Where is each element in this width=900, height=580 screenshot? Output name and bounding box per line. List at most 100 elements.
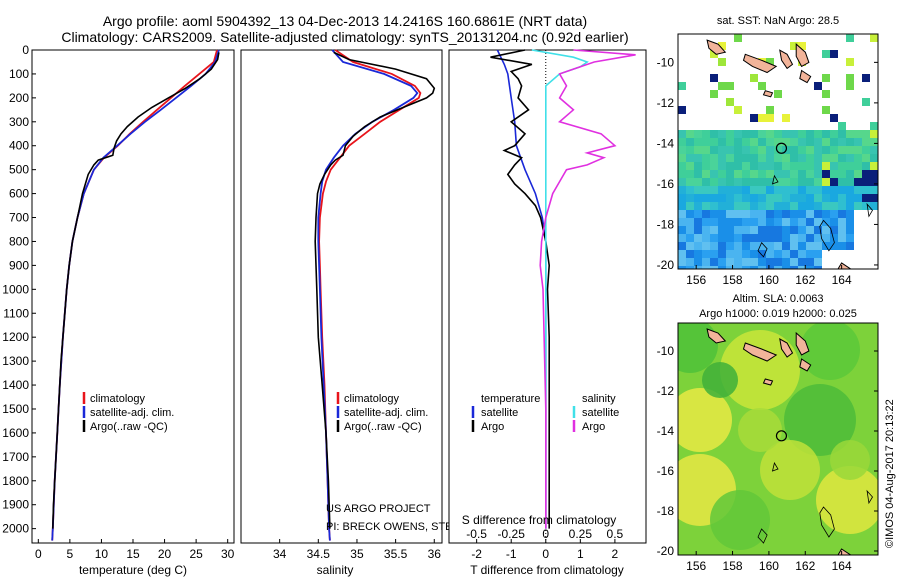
sst-cell	[766, 138, 774, 146]
sst-cell	[758, 266, 766, 269]
sst-cell	[838, 234, 846, 242]
sst-cell	[702, 146, 710, 154]
sst-cell	[774, 202, 782, 210]
legend-label-satellite: satellite-adj. clim.	[90, 407, 174, 419]
sst-cell	[782, 210, 790, 218]
sst-cell	[790, 266, 798, 269]
sst-cell	[726, 242, 734, 250]
sst-cell	[686, 258, 694, 266]
sst-cell	[734, 218, 742, 226]
sst-cell	[814, 178, 822, 186]
temperature-axes-frame	[31, 49, 235, 544]
sst-cell	[734, 34, 742, 42]
sla-map-frame	[677, 322, 879, 556]
sst-cell	[822, 202, 830, 210]
legend-label-s-satellite: satellite	[582, 407, 619, 419]
temperature-tick-label: 0	[35, 547, 42, 561]
sst-cell	[806, 226, 814, 234]
sst-cell	[766, 226, 774, 234]
sst-cell	[838, 162, 846, 170]
sst-cell	[694, 194, 702, 202]
sla-map-title-1: Altim. SLA: 0.0063	[732, 293, 823, 305]
sst-cell	[694, 250, 702, 258]
sst-cell	[798, 250, 806, 258]
sst-cell	[758, 154, 766, 162]
sst-cell	[766, 194, 774, 202]
sst-cell	[838, 202, 846, 210]
sst-cell	[694, 266, 702, 269]
temperature-tick-labels: 0 5 10 15 20 25 30	[35, 539, 235, 561]
sst-cell	[774, 250, 782, 258]
sst-cell	[702, 258, 710, 266]
sst-cell	[710, 242, 718, 250]
depth-tick-label: 0	[22, 43, 29, 57]
sst-cell	[758, 234, 766, 242]
lat-tick-label: -12	[657, 96, 675, 110]
sst-cell	[798, 42, 806, 50]
sst-cell	[806, 218, 814, 226]
sst-cell	[790, 162, 798, 170]
sst-map-frame	[677, 33, 879, 270]
sst-cell	[798, 218, 806, 226]
sst-cell	[830, 202, 838, 210]
sst-cell	[798, 226, 806, 234]
sst-cell	[758, 250, 766, 258]
sst-cell	[742, 130, 750, 138]
t-difference-tick-label: 2	[612, 547, 619, 561]
sst-cell	[702, 218, 710, 226]
sst-cell	[702, 162, 710, 170]
sst-cell	[806, 210, 814, 218]
sst-cell	[790, 202, 798, 210]
depth-tick-label: 500	[9, 163, 29, 177]
sst-cell	[718, 162, 726, 170]
sst-cell	[798, 202, 806, 210]
sst-cell	[710, 186, 718, 194]
sst-cell	[774, 258, 782, 266]
sst-cell	[694, 138, 702, 146]
sst-cell	[750, 186, 758, 194]
sst-cell	[726, 194, 734, 202]
sst-cell	[758, 218, 766, 226]
sst-cell	[766, 130, 774, 138]
sst-cell	[774, 90, 782, 98]
sst-cell	[790, 178, 798, 186]
sst-cell	[750, 162, 758, 170]
sst-cell	[734, 186, 742, 194]
sst-cell	[774, 226, 782, 234]
sst-cell	[766, 250, 774, 258]
sst-cell	[718, 130, 726, 138]
sst-cell	[790, 234, 798, 242]
lat-tick-label: -10	[657, 344, 675, 358]
sst-cell	[726, 210, 734, 218]
sst-cell	[862, 138, 870, 146]
salinity-tick-labels: 34 34.5 35 35.5 36	[273, 539, 441, 561]
s-difference-tick-label: -0.25	[498, 527, 526, 541]
sst-cell	[830, 178, 838, 186]
lon-tick-label: 162	[795, 273, 815, 287]
sst-cell	[702, 202, 710, 210]
sst-cell	[782, 266, 790, 269]
sst-cell	[702, 170, 710, 178]
island	[762, 90, 774, 98]
sst-cell	[830, 194, 838, 202]
depth-tick-label: 400	[9, 139, 29, 153]
sst-cell	[750, 130, 758, 138]
depth-tick-label: 700	[9, 211, 29, 225]
sst-cell	[814, 130, 822, 138]
reef-outline	[866, 202, 873, 218]
sla-blob	[760, 440, 820, 500]
sst-cell	[710, 202, 718, 210]
sst-cell	[862, 154, 870, 162]
island	[706, 328, 727, 344]
lat-tick-label: -10	[657, 55, 675, 69]
temperature-legend: climatology satellite-adj. clim. Argo(..…	[82, 392, 174, 433]
sst-cell	[710, 266, 718, 269]
sst-cell	[750, 170, 758, 178]
sst-cell	[814, 146, 822, 154]
sst-cell	[814, 242, 822, 250]
lon-tick-label: 158	[723, 559, 743, 573]
sst-cell	[822, 194, 830, 202]
sst-cell	[854, 138, 862, 146]
sst-cell	[862, 74, 870, 82]
sst-cell	[830, 154, 838, 162]
